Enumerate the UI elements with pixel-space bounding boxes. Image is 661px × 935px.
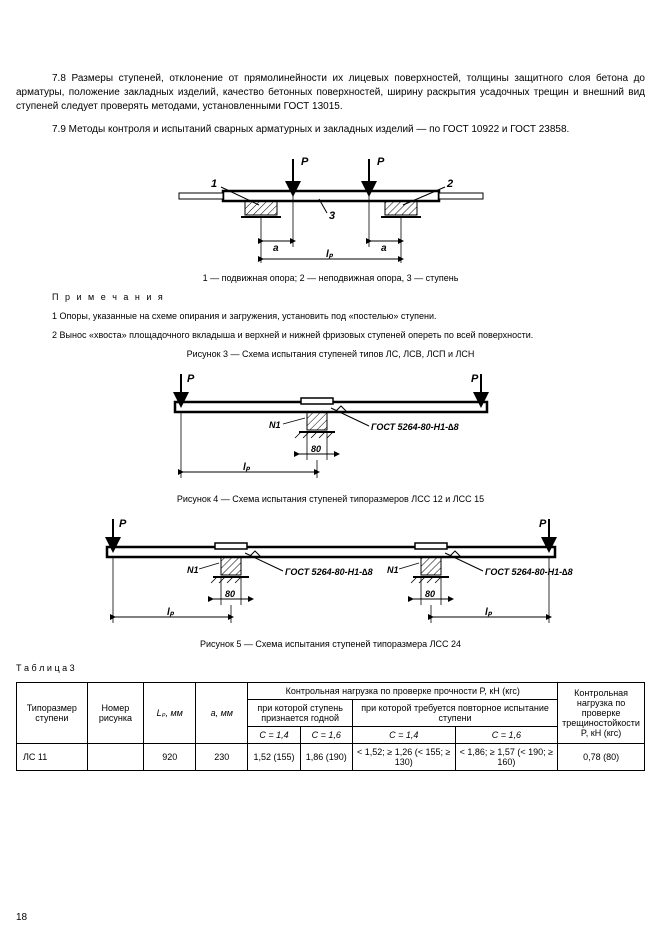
th-c16a: C = 1,6 bbox=[300, 727, 352, 744]
note-1: 1 Опоры, указанные на схеме опирания и з… bbox=[16, 311, 645, 321]
th-load-top: Контрольная нагрузка по проверке прочнос… bbox=[248, 683, 558, 700]
td-v16a: 1,86 (190) bbox=[300, 744, 352, 771]
td-fig bbox=[87, 744, 144, 771]
svg-text:P: P bbox=[187, 373, 195, 385]
svg-text:ГОСТ 5264-80-Н1-∆8: ГОСТ 5264-80-Н1-∆8 bbox=[485, 567, 573, 577]
figure-4-svg: P P ГОСТ 5264-80-Н1-∆8 N1 80 lₚ bbox=[131, 368, 531, 488]
paragraph-7-8: 7.8 Размеры ступеней, отклонение от прям… bbox=[16, 72, 645, 113]
th-a: a, мм bbox=[196, 683, 248, 744]
svg-text:80: 80 bbox=[311, 444, 321, 454]
td-v14b: < 1,52; ≥ 1,26 (< 155; ≥ 130) bbox=[352, 744, 455, 771]
td-crack: 0,78 (80) bbox=[558, 744, 645, 771]
table-3-title: Т а б л и ц а 3 bbox=[16, 663, 645, 673]
figure-3-legend: 1 — подвижная опора; 2 — неподвижная опо… bbox=[16, 273, 645, 283]
svg-text:2: 2 bbox=[446, 178, 453, 190]
svg-text:P: P bbox=[301, 156, 309, 168]
svg-text:N1: N1 bbox=[269, 420, 281, 430]
page: 7.8 Размеры ступеней, отклонение от прям… bbox=[0, 0, 661, 935]
th-Lp: Lₚ, мм bbox=[144, 683, 196, 744]
figure-3-caption: Рисунок 3 — Схема испытания ступеней тип… bbox=[16, 349, 645, 359]
svg-text:lₚ: lₚ bbox=[243, 462, 251, 473]
figure-3-svg: P P 1 2 3 a a lₚ bbox=[151, 147, 511, 267]
svg-text:3: 3 bbox=[329, 210, 335, 222]
svg-text:a: a bbox=[381, 243, 387, 254]
figure-5-svg: P P ГОСТ 5264-80-Н1-∆8 ГОСТ 5264-80-Н1-∆… bbox=[71, 513, 591, 633]
svg-text:ГОСТ 5264-80-Н1-∆8: ГОСТ 5264-80-Н1-∆8 bbox=[285, 567, 373, 577]
th-figno: Номер рисунка bbox=[87, 683, 144, 744]
td-v16b: < 1,86; ≥ 1,57 (< 190; ≥ 160) bbox=[455, 744, 558, 771]
svg-text:lₚ: lₚ bbox=[485, 607, 493, 618]
table-row: ЛС 11 920 230 1,52 (155) 1,86 (190) < 1,… bbox=[17, 744, 645, 771]
svg-text:lₚ: lₚ bbox=[326, 249, 334, 260]
svg-text:a: a bbox=[273, 243, 279, 254]
table-3: Типоразмер ступени Номер рисунка Lₚ, мм … bbox=[16, 682, 645, 771]
figure-4-caption: Рисунок 4 — Схема испытания ступеней тип… bbox=[16, 494, 645, 504]
note-2: 2 Вынос «хвоста» площадочного вкладыша и… bbox=[16, 330, 645, 340]
paragraph-7-9: 7.9 Методы контроля и испытаний сварных … bbox=[16, 123, 645, 137]
th-c14b: C = 1,4 bbox=[352, 727, 455, 744]
svg-text:lₚ: lₚ bbox=[167, 607, 175, 618]
notes-title: П р и м е ч а н и я bbox=[16, 292, 645, 302]
svg-text:P: P bbox=[377, 156, 385, 168]
svg-text:80: 80 bbox=[225, 589, 235, 599]
td-a: 230 bbox=[196, 744, 248, 771]
svg-text:N1: N1 bbox=[187, 565, 199, 575]
td-v14a: 1,52 (155) bbox=[248, 744, 300, 771]
svg-text:N1: N1 bbox=[387, 565, 399, 575]
svg-text:ГОСТ 5264-80-Н1-∆8: ГОСТ 5264-80-Н1-∆8 bbox=[371, 422, 459, 432]
page-number: 18 bbox=[16, 912, 27, 923]
th-crack: Контрольная нагрузка по проверке трещино… bbox=[558, 683, 645, 744]
svg-text:P: P bbox=[119, 518, 127, 530]
svg-text:P: P bbox=[471, 373, 479, 385]
th-sub2: при которой требуется повторное испытани… bbox=[352, 700, 557, 727]
svg-text:1: 1 bbox=[211, 178, 217, 190]
th-c14a: C = 1,4 bbox=[248, 727, 300, 744]
td-name: ЛС 11 bbox=[17, 744, 88, 771]
th-sub1: при которой ступень признается годной bbox=[248, 700, 353, 727]
figure-5-caption: Рисунок 5 — Схема испытания ступеней тип… bbox=[16, 639, 645, 649]
svg-text:80: 80 bbox=[425, 589, 435, 599]
td-Lp: 920 bbox=[144, 744, 196, 771]
th-type: Типоразмер ступени bbox=[17, 683, 88, 744]
svg-text:P: P bbox=[539, 518, 547, 530]
th-c16b: C = 1,6 bbox=[455, 727, 558, 744]
